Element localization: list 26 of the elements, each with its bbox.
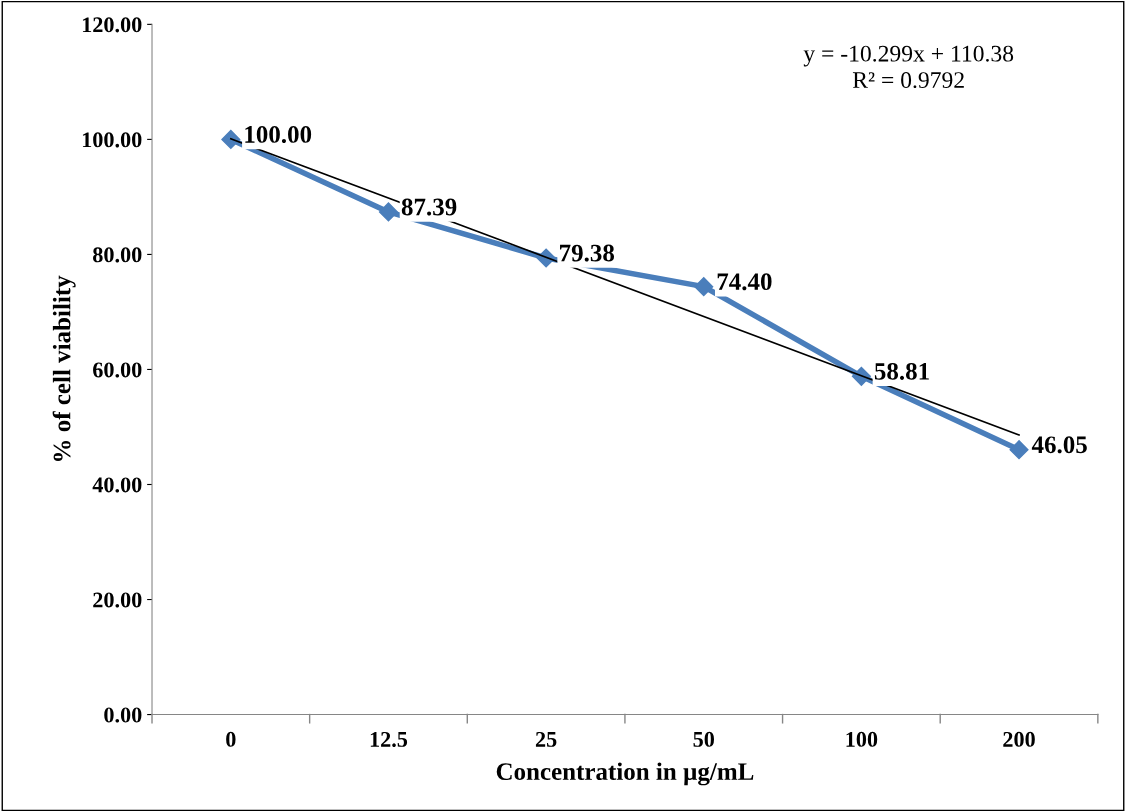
x-tick-label: 100	[846, 731, 878, 747]
y-tick-label: 120.00	[82, 17, 142, 33]
annotation: y = -10.299x + 110.38 R² = 0.9792	[803, 45, 1014, 89]
x-tick-label: 25	[535, 731, 557, 747]
data-label: 79.38	[560, 244, 615, 262]
x-tick-label: 0	[226, 731, 236, 747]
y-tick-label: 100.00	[82, 132, 142, 148]
data-label: 46.05	[1031, 436, 1087, 454]
point	[694, 277, 714, 297]
point	[378, 202, 399, 222]
x-tick-label: 50	[693, 731, 715, 747]
data-label: 58.81	[874, 362, 929, 380]
y-tick-label: 40.00	[92, 477, 142, 493]
y-tick-label: 80.00	[93, 247, 142, 263]
x-tick-label: 200	[1003, 731, 1035, 747]
data-label: 87.39	[401, 198, 457, 216]
x-tick-label: 12.5	[370, 731, 408, 747]
data-label: 74.40	[717, 273, 772, 291]
y-tick-label: 20.00	[93, 592, 142, 608]
y-axis-title: % of cell viability	[52, 275, 76, 461]
point	[221, 129, 241, 149]
y-tick-label: 0.00	[104, 707, 142, 723]
y-tick-label: 60.00	[93, 362, 142, 378]
x-axis-title: Concentration in µg/mL	[496, 762, 754, 786]
point	[1009, 440, 1029, 460]
data-label: 100.00	[245, 126, 312, 143]
